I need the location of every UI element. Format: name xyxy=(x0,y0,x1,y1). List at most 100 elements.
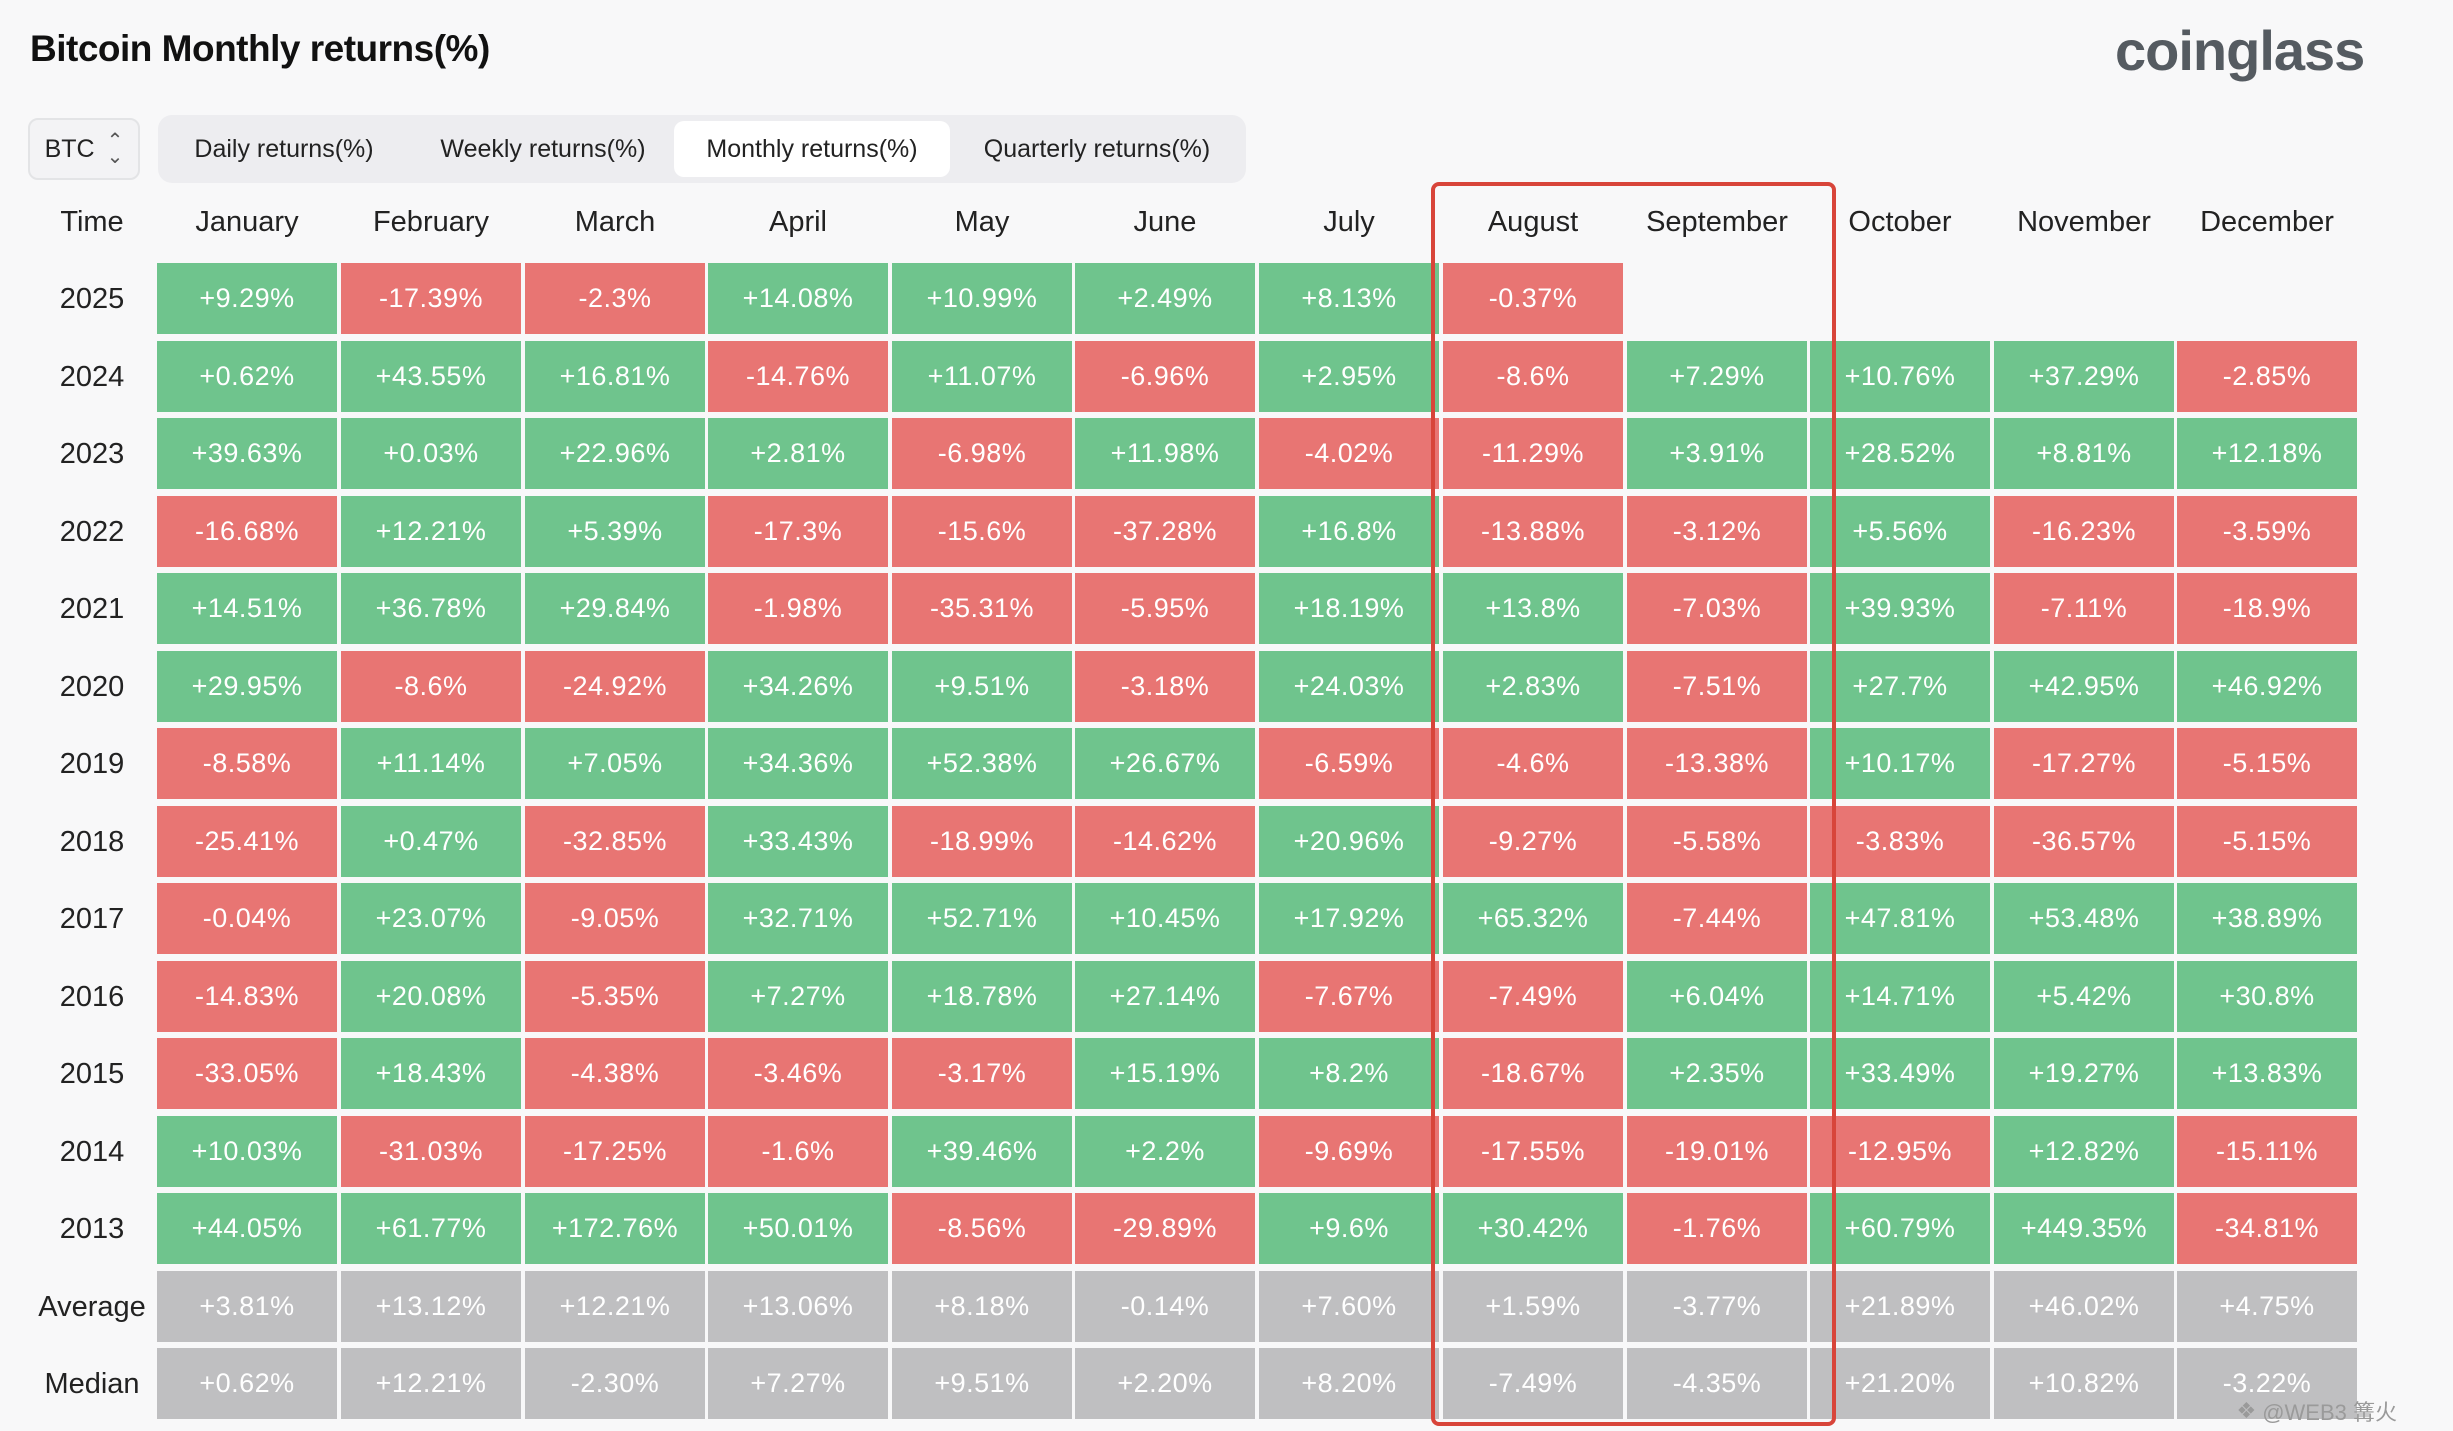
return-cell-2017-november: +53.48% xyxy=(1994,883,2174,954)
return-cell-2021-november: -7.11% xyxy=(1994,573,2174,644)
return-cell-2013-january: +44.05% xyxy=(157,1193,337,1264)
return-cell-2015-june: +15.19% xyxy=(1075,1038,1255,1109)
row-label-2019: 2019 xyxy=(59,747,125,780)
return-cell-average-july: +7.60% xyxy=(1259,1271,1439,1342)
return-cell-average-april: +13.06% xyxy=(708,1271,888,1342)
return-cell-2019-september: -13.38% xyxy=(1627,728,1807,799)
return-cell-2022-december: -3.59% xyxy=(2177,496,2357,567)
return-cell-median-july: +8.20% xyxy=(1259,1348,1439,1419)
return-cell-2013-september: -1.76% xyxy=(1627,1193,1807,1264)
column-header-march: March xyxy=(574,205,656,238)
return-cell-2014-september: -19.01% xyxy=(1627,1116,1807,1187)
return-cell-2020-april: +34.26% xyxy=(708,651,888,722)
return-cell-2021-april: -1.98% xyxy=(708,573,888,644)
return-cell-2013-june: -29.89% xyxy=(1075,1193,1255,1264)
column-header-april: April xyxy=(768,205,827,238)
return-cell-2017-october: +47.81% xyxy=(1810,883,1990,954)
return-cell-2021-december: -18.9% xyxy=(2177,573,2357,644)
return-cell-2018-august: -9.27% xyxy=(1443,806,1623,877)
return-cell-2019-march: +7.05% xyxy=(525,728,705,799)
return-cell-median-february: +12.21% xyxy=(341,1348,521,1419)
return-cell-2014-march: -17.25% xyxy=(525,1116,705,1187)
return-cell-average-september: -3.77% xyxy=(1627,1271,1807,1342)
return-cell-2022-january: -16.68% xyxy=(157,496,337,567)
column-header-may: May xyxy=(954,205,1010,238)
return-cell-2024-november: +37.29% xyxy=(1994,341,2174,412)
return-cell-2018-september: -5.58% xyxy=(1627,806,1807,877)
return-cell-2017-july: +17.92% xyxy=(1259,883,1439,954)
column-header-february: February xyxy=(372,205,490,238)
row-label-2014: 2014 xyxy=(59,1135,125,1168)
return-cell-2023-september: +3.91% xyxy=(1627,418,1807,489)
row-label-median: Median xyxy=(44,1367,140,1400)
return-cell-2023-april: +2.81% xyxy=(708,418,888,489)
return-cell-2022-october: +5.56% xyxy=(1810,496,1990,567)
return-cell-2018-january: -25.41% xyxy=(157,806,337,877)
tab-monthly-returns[interactable]: Monthly returns(%) xyxy=(674,121,950,177)
return-cell-2025-july: +8.13% xyxy=(1259,263,1439,334)
return-cell-2023-july: -4.02% xyxy=(1259,418,1439,489)
tab-daily-returns[interactable]: Daily returns(%) xyxy=(194,134,374,163)
return-cell-median-june: +2.20% xyxy=(1075,1348,1255,1419)
return-cell-2020-december: +46.92% xyxy=(2177,651,2357,722)
return-cell-2020-july: +24.03% xyxy=(1259,651,1439,722)
symbol-selector[interactable]: BTC ⌃ ⌄ xyxy=(28,118,140,180)
return-cell-2014-july: -9.69% xyxy=(1259,1116,1439,1187)
return-cell-2016-may: +18.78% xyxy=(892,961,1072,1032)
return-cell-2015-april: -3.46% xyxy=(708,1038,888,1109)
return-cell-2021-august: +13.8% xyxy=(1443,573,1623,644)
return-cell-median-may: +9.51% xyxy=(892,1348,1072,1419)
return-cell-2018-april: +33.43% xyxy=(708,806,888,877)
column-header-june: June xyxy=(1133,205,1197,238)
return-cell-2024-october: +10.76% xyxy=(1810,341,1990,412)
return-cell-2016-february: +20.08% xyxy=(341,961,521,1032)
return-cell-2021-september: -7.03% xyxy=(1627,573,1807,644)
return-cell-2014-april: -1.6% xyxy=(708,1116,888,1187)
return-cell-2020-november: +42.95% xyxy=(1994,651,2174,722)
tab-weekly-returns[interactable]: Weekly returns(%) xyxy=(440,134,646,163)
return-cell-average-february: +13.12% xyxy=(341,1271,521,1342)
return-cell-2025-march: -2.3% xyxy=(525,263,705,334)
return-cell-median-april: +7.27% xyxy=(708,1348,888,1419)
return-cell-2020-august: +2.83% xyxy=(1443,651,1623,722)
return-cell-2016-january: -14.83% xyxy=(157,961,337,1032)
return-cell-2015-december: +13.83% xyxy=(2177,1038,2357,1109)
row-label-2017: 2017 xyxy=(59,902,125,935)
return-cell-2015-november: +19.27% xyxy=(1994,1038,2174,1109)
watermark: ❖ @WEB3 篝火 xyxy=(2236,1395,2397,1427)
column-header-october: October xyxy=(1848,205,1952,238)
column-header-august: August xyxy=(1487,205,1579,238)
return-cell-median-march: -2.30% xyxy=(525,1348,705,1419)
return-cell-2025-december xyxy=(2177,263,2357,334)
return-cell-2017-january: -0.04% xyxy=(157,883,337,954)
return-cell-2020-june: -3.18% xyxy=(1075,651,1255,722)
tab-quarterly-returns[interactable]: Quarterly returns(%) xyxy=(983,134,1211,163)
return-cell-2020-january: +29.95% xyxy=(157,651,337,722)
return-cell-median-september: -4.35% xyxy=(1627,1348,1807,1419)
row-label-2013: 2013 xyxy=(59,1212,125,1245)
return-cell-2018-june: -14.62% xyxy=(1075,806,1255,877)
return-cell-2016-march: -5.35% xyxy=(525,961,705,1032)
return-cell-2014-may: +39.46% xyxy=(892,1116,1072,1187)
return-cell-median-october: +21.20% xyxy=(1810,1348,1990,1419)
column-header-january: January xyxy=(195,205,299,238)
row-label-2016: 2016 xyxy=(59,980,125,1013)
column-header-november: November xyxy=(2017,205,2151,238)
return-cell-2020-march: -24.92% xyxy=(525,651,705,722)
return-cell-median-november: +10.82% xyxy=(1994,1348,2174,1419)
return-cell-2023-october: +28.52% xyxy=(1810,418,1990,489)
coinglass-logo: coinglass xyxy=(2115,19,2365,82)
row-label-2018: 2018 xyxy=(59,825,125,858)
return-cell-median-december: -3.22% xyxy=(2177,1348,2357,1419)
return-cell-2013-april: +50.01% xyxy=(708,1193,888,1264)
return-cell-2017-may: +52.71% xyxy=(892,883,1072,954)
return-cell-2020-february: -8.6% xyxy=(341,651,521,722)
return-cell-2024-march: +16.81% xyxy=(525,341,705,412)
return-cell-2022-march: +5.39% xyxy=(525,496,705,567)
return-cell-2023-may: -6.98% xyxy=(892,418,1072,489)
return-cell-2025-may: +10.99% xyxy=(892,263,1072,334)
return-cell-2024-february: +43.55% xyxy=(341,341,521,412)
return-cell-2013-february: +61.77% xyxy=(341,1193,521,1264)
symbol-label: BTC xyxy=(44,134,95,163)
return-cell-average-november: +46.02% xyxy=(1994,1271,2174,1342)
